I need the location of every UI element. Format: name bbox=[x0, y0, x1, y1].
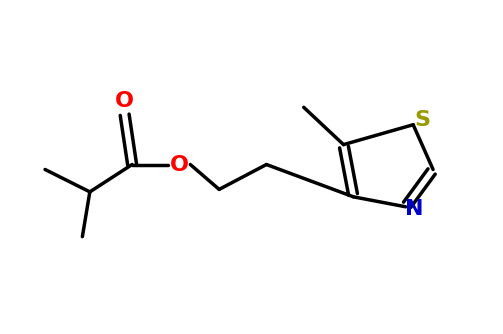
Text: O: O bbox=[170, 155, 189, 174]
Text: O: O bbox=[115, 91, 134, 111]
Text: N: N bbox=[405, 199, 424, 219]
Text: S: S bbox=[414, 110, 430, 130]
